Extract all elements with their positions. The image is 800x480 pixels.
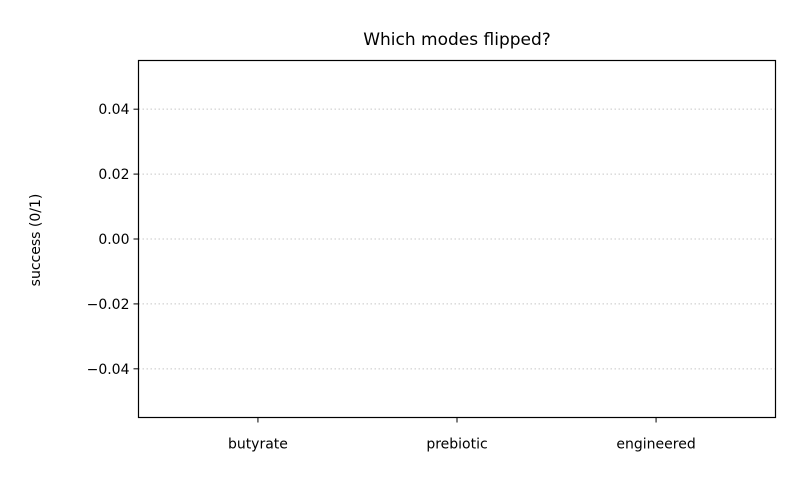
y-tick-label: 0.02: [98, 167, 129, 183]
y-axis-ticks: 0.04 0.02 0.00 −0.02 −0.04: [87, 102, 139, 378]
x-tick-label: engineered: [616, 437, 695, 453]
y-axis-label: success (0/1): [28, 194, 44, 287]
plot-frame: [137, 59, 777, 419]
y-tick-label: −0.04: [87, 362, 130, 378]
y-tick-label: 0.00: [98, 232, 129, 248]
y-tick-label: 0.04: [98, 102, 129, 118]
x-axis-ticks: butyrate prebiotic engineered: [228, 417, 696, 453]
y-tick-label: −0.02: [87, 297, 130, 313]
chart-title: Which modes flipped?: [363, 30, 551, 50]
x-tick-label: butyrate: [228, 437, 288, 453]
x-tick-label: prebiotic: [426, 437, 487, 453]
